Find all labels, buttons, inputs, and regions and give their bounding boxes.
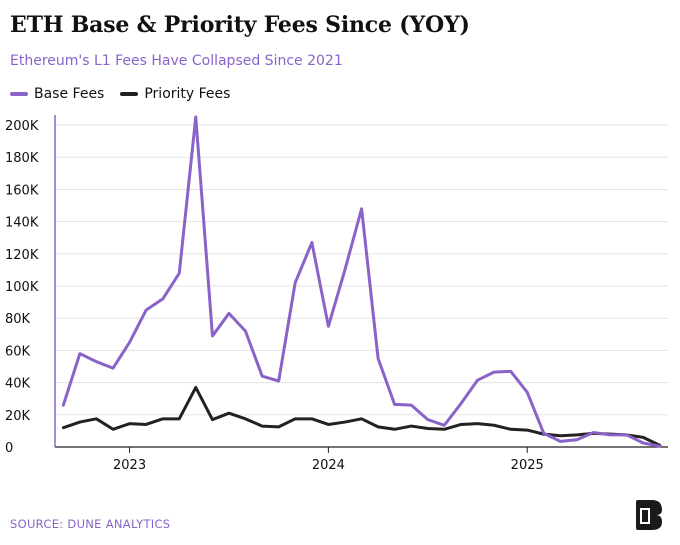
legend-item-priority-fees: Priority Fees	[120, 86, 230, 102]
legend: Base Fees Priority Fees	[10, 86, 230, 102]
chart-title: ETH Base & Priority Fees Since (YOY)	[10, 12, 470, 38]
legend-label-base-fees: Base Fees	[34, 86, 105, 102]
y-tick-label: 80K	[5, 312, 31, 327]
theblock-logo-icon	[634, 498, 664, 536]
x-tick-label: 2024	[312, 458, 345, 473]
y-tick-label: 160K	[5, 183, 39, 198]
legend-swatch-priority-fees	[120, 92, 139, 96]
source-note: SOURCE: DUNE ANALYTICS	[10, 517, 171, 531]
x-tick-label: 2023	[113, 458, 146, 473]
y-tick-label: 40K	[5, 377, 31, 392]
series-line-base-fees	[61, 115, 662, 448]
x-tick-label: 2025	[511, 458, 544, 473]
legend-swatch-base-fees	[10, 92, 28, 96]
y-tick-label: 0	[5, 441, 13, 456]
y-tick-label: 60K	[5, 344, 31, 359]
legend-label-priority-fees: Priority Fees	[144, 86, 231, 102]
chart-subtitle: Ethereum's L1 Fees Have Collapsed Since …	[10, 53, 343, 69]
y-tick-label: 200K	[5, 119, 39, 134]
legend-item-base-fees: Base Fees	[10, 86, 104, 102]
y-tick-label: 120K	[5, 248, 39, 263]
y-tick-label: 20K	[5, 409, 31, 424]
y-tick-label: 140K	[5, 216, 39, 231]
y-tick-label: 100K	[5, 280, 39, 295]
series-line-priority-fees	[61, 385, 662, 447]
y-tick-label: 180K	[5, 151, 39, 166]
